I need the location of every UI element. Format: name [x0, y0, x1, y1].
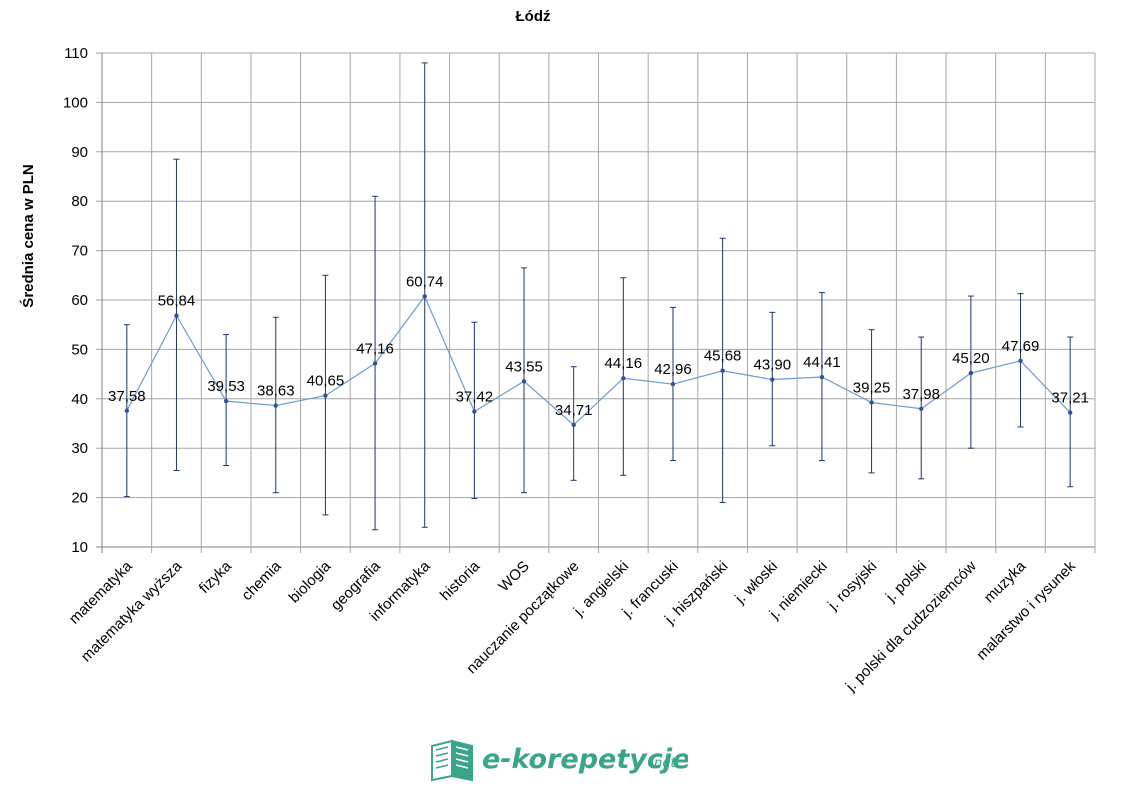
data-label: 47,69	[1002, 338, 1040, 355]
data-label: 39,25	[853, 380, 891, 397]
data-point	[273, 403, 278, 408]
open-book-icon	[431, 739, 473, 782]
data-point	[372, 361, 378, 366]
x-tick-label: j. polski	[882, 558, 930, 606]
data-point	[819, 374, 825, 380]
y-tick-label: 100	[63, 94, 88, 111]
y-axis-label: Średnia cena w PLN	[19, 164, 37, 307]
data-label: 38,63	[257, 383, 295, 400]
data-point	[174, 313, 179, 318]
data-label: 37,42	[456, 389, 494, 406]
data-label: 45,20	[952, 350, 990, 367]
data-point	[1067, 410, 1073, 415]
data-point	[472, 409, 477, 414]
data-point	[670, 381, 676, 387]
data-point	[422, 294, 427, 299]
data-label: 44,16	[605, 355, 643, 372]
data-label: 37,98	[902, 386, 940, 403]
data-label: 42,96	[654, 361, 692, 378]
e-korepetycje-logo: e-korepetycje .net	[431, 739, 688, 782]
series-markers	[124, 294, 1073, 428]
y-tick-label: 10	[71, 539, 88, 556]
data-point	[621, 376, 626, 381]
data-point	[124, 408, 130, 413]
series-line	[126, 295, 1071, 426]
logo-text: e-korepetycje	[482, 744, 688, 775]
data-point	[968, 370, 974, 376]
y-tick-label: 40	[71, 391, 88, 408]
x-tick-label: malarstwo i rysunek	[973, 557, 1079, 663]
data-point	[1018, 358, 1023, 364]
data-label: 60,74	[406, 273, 444, 290]
x-tick-label: muzyka	[981, 557, 1030, 606]
data-label: 43,90	[754, 357, 792, 374]
x-tick-label: chemia	[238, 557, 285, 604]
data-point	[869, 400, 874, 405]
data-label: 37,58	[108, 388, 146, 405]
x-tick-label: WOS	[495, 558, 532, 595]
data-label: 37,21	[1051, 390, 1089, 407]
data-label: 47,16	[356, 340, 394, 357]
data-point	[770, 377, 775, 382]
grid	[96, 52, 1096, 553]
data-point	[521, 379, 527, 384]
x-tick-label: j. rosyjski	[824, 558, 880, 614]
data-label: 39,53	[207, 378, 245, 395]
y-tick-label: 90	[71, 144, 88, 161]
data-point	[323, 393, 328, 398]
data-label: 44,41	[803, 354, 841, 371]
data-labels: 37,58 56,84 39,53 38,63 40,65 47,16 60,74 37,42…	[108, 273, 1089, 419]
y-tick-label: 60	[71, 292, 88, 309]
x-tick-label: historia	[437, 557, 484, 604]
y-tick-label: 20	[71, 490, 88, 507]
data-label: 43,55	[505, 358, 543, 375]
x-tick-label: fizyka	[196, 557, 236, 597]
data-label: 34,71	[555, 402, 593, 419]
data-label: 45,68	[704, 348, 742, 365]
y-tick-label: 80	[71, 193, 88, 210]
y-tick-label: 50	[71, 341, 88, 358]
data-point	[720, 368, 725, 373]
data-point	[919, 406, 924, 411]
data-label: 40,65	[307, 373, 345, 390]
data-label: 56,84	[158, 293, 196, 310]
data-point	[571, 422, 576, 428]
y-tick-label: 70	[71, 243, 88, 260]
x-tick-label: biologia	[286, 557, 335, 606]
chart-title: Łódź	[516, 8, 551, 25]
logo-suffix: .net	[650, 756, 676, 771]
x-tick-label: j. włoski	[731, 558, 781, 608]
data-point	[223, 398, 229, 404]
y-tick-label: 110	[64, 45, 88, 62]
y-axis-ticks: 10 20 30 40 50 60 70 80 90 100 110	[63, 45, 88, 556]
y-tick-label: 30	[71, 440, 88, 457]
